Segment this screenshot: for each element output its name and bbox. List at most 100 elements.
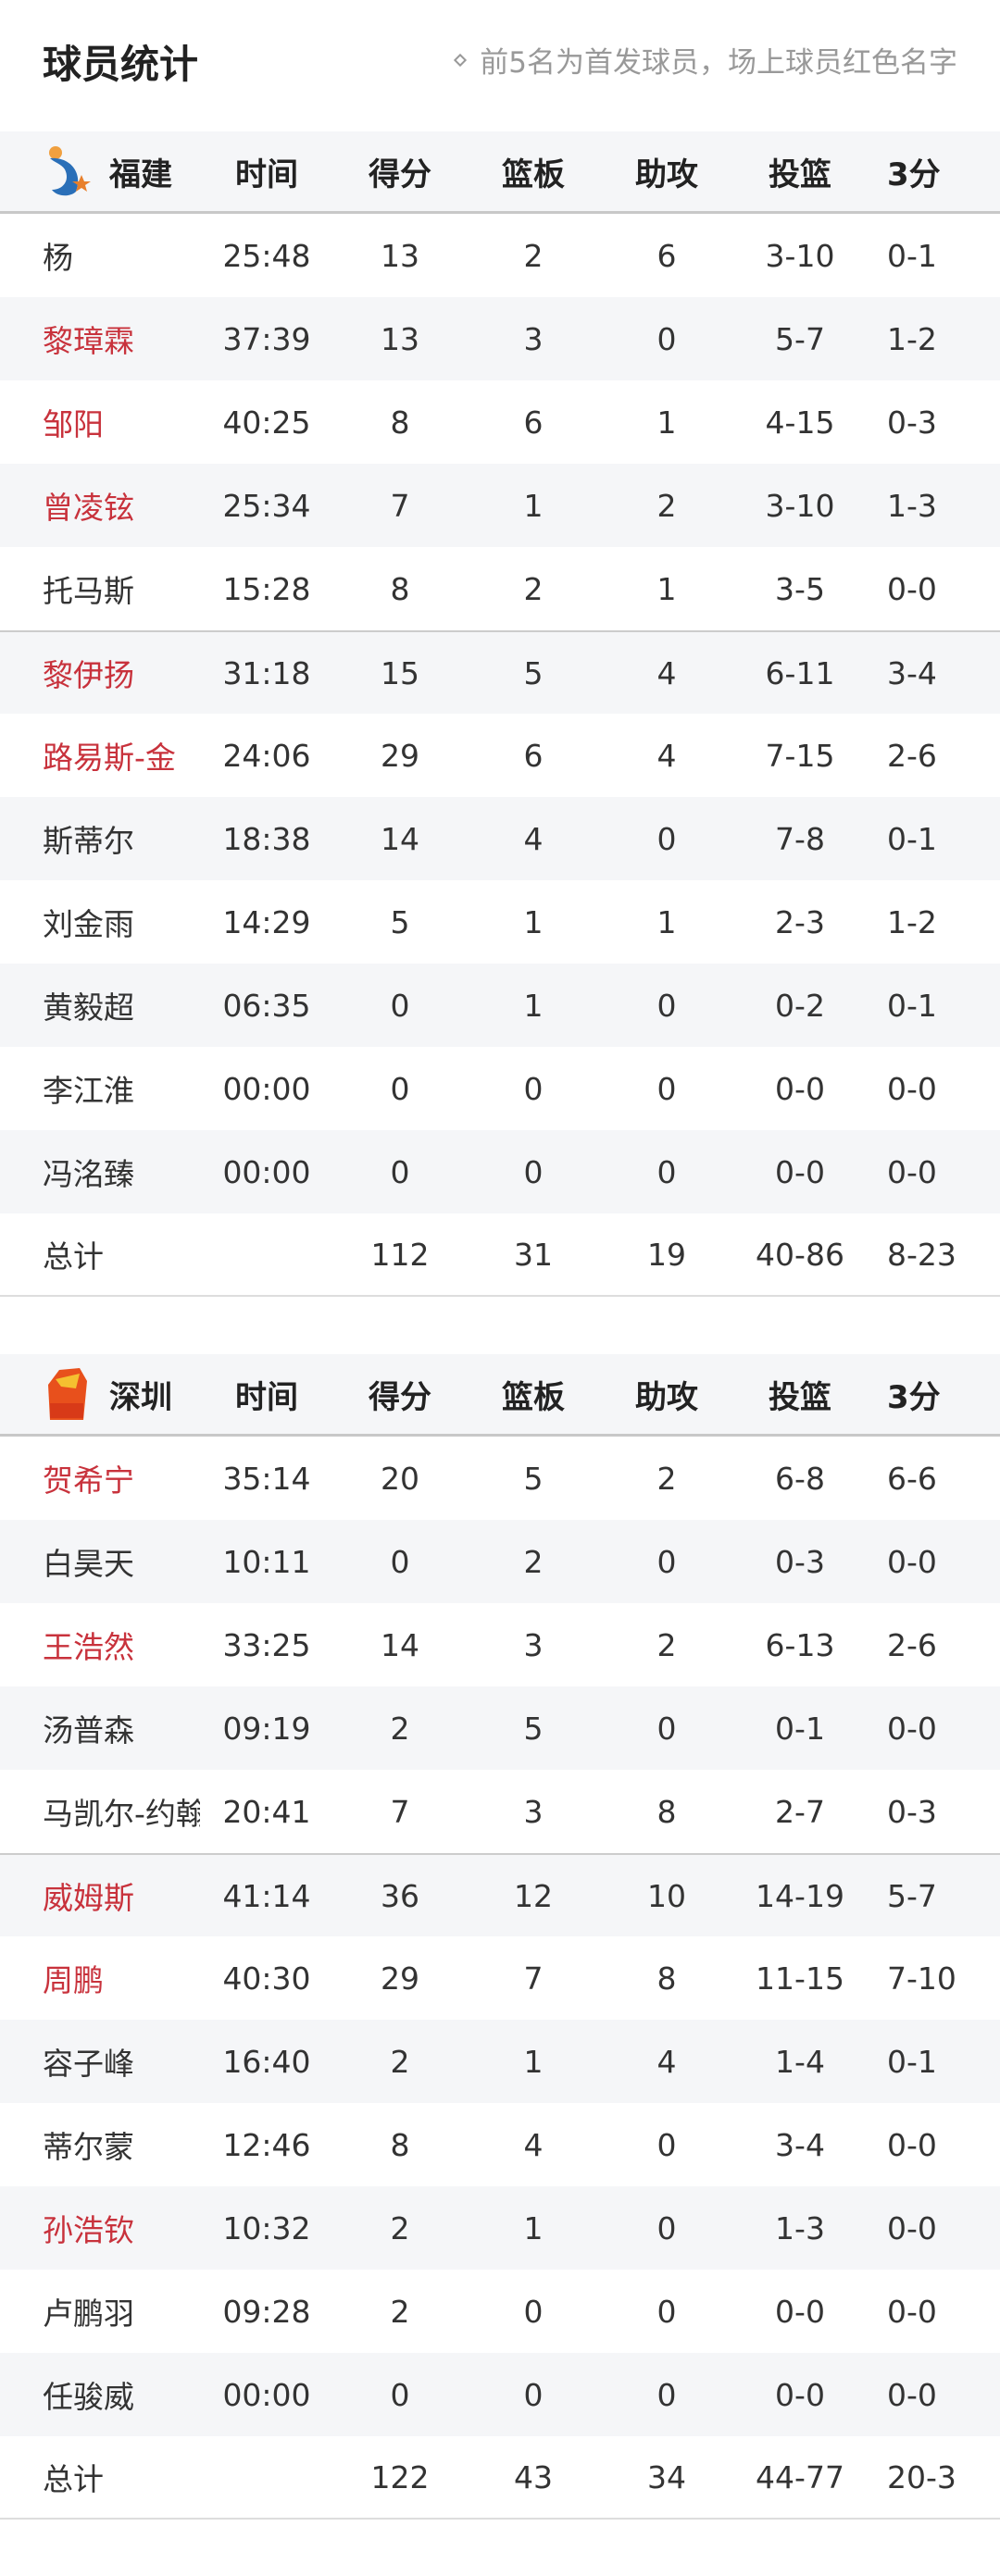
player-name[interactable]: 王浩然 (43, 1629, 134, 1665)
player-name[interactable]: 孙浩钦 (43, 2212, 134, 2248)
player-name[interactable]: 路易斯-金 (43, 740, 176, 776)
stat-cell: 6 (656, 237, 677, 274)
stat-cell: 5-7 (887, 1877, 937, 1914)
table-row[interactable]: 曾凌铉 25:34 7 1 2 3-10 1-3 (0, 464, 1000, 547)
team-table-0: 福建 时间 得分 篮板 助攻 投篮 3分杨 25:48 13 2 6 3-10 0-1 黎璋霖 37:39 1… (0, 131, 1000, 1297)
column-header[interactable]: 时间 (235, 156, 298, 193)
stat-cell: 7-15 (765, 737, 835, 774)
stat-cell: 5 (523, 1710, 544, 1747)
player-name[interactable]: 汤普森 (43, 1712, 134, 1748)
table-row[interactable]: 斯蒂尔 18:38 14 4 0 7-8 0-1 (0, 797, 1000, 880)
stat-cell: 0-0 (887, 1710, 937, 1747)
table-row[interactable]: 白昊天 10:11 0 2 0 0-3 0-0 (0, 1520, 1000, 1603)
stat-cell: 1-2 (887, 320, 937, 357)
stat-cell: 0-0 (887, 1543, 937, 1580)
table-row[interactable]: 黎璋霖 37:39 13 3 0 5-7 1-2 (0, 297, 1000, 380)
player-name[interactable]: 马凯尔-约翰... (43, 1796, 200, 1832)
column-header[interactable]: 时间 (235, 1378, 298, 1416)
player-name[interactable]: 蒂尔蒙 (43, 2129, 134, 2165)
stat-cell: 25:48 (222, 237, 311, 274)
table-row[interactable]: 黎伊扬 31:18 15 5 4 6-11 3-4 (0, 630, 1000, 714)
column-header[interactable]: 助攻 (635, 1378, 698, 1416)
table-row[interactable]: 刘金雨 14:29 5 1 1 2-3 1-2 (0, 880, 1000, 964)
table-row[interactable]: 杨 25:48 13 2 6 3-10 0-1 (0, 214, 1000, 297)
stat-cell: 6-6 (887, 1460, 937, 1497)
table-row[interactable]: 冯洺臻 00:00 0 0 0 0-0 0-0 (0, 1130, 1000, 1213)
player-name[interactable]: 黎伊扬 (43, 657, 134, 693)
player-name[interactable]: 斯蒂尔 (43, 823, 134, 859)
team-gap (0, 1297, 1000, 1354)
stat-cell: 0 (390, 2376, 410, 2413)
stat-cell: 0 (523, 2293, 544, 2330)
column-header[interactable]: 3分 (887, 156, 941, 193)
player-name[interactable]: 容子峰 (43, 2046, 134, 2082)
column-header[interactable]: 助攻 (635, 156, 698, 193)
stat-cell: 0-0 (887, 1153, 937, 1190)
stat-cell: 24:06 (222, 737, 311, 774)
player-name[interactable]: 托马斯 (43, 573, 134, 609)
player-name[interactable]: 刘金雨 (43, 906, 134, 942)
page-header: 球员统计 前5名为首发球员，场上球员红色名字 (0, 0, 1000, 131)
stat-cell: 0 (656, 2376, 677, 2413)
table-row[interactable]: 容子峰 16:40 2 1 4 1-4 0-1 (0, 2020, 1000, 2103)
player-name[interactable]: 曾凌铉 (43, 490, 134, 526)
table-row[interactable]: 路易斯-金 24:06 29 6 4 7-15 2-6 (0, 714, 1000, 797)
player-name[interactable]: 威姆斯 (43, 1880, 134, 1916)
stat-cell: 0 (390, 987, 410, 1024)
player-name[interactable]: 贺希宁 (43, 1462, 134, 1499)
total-cell: 34 (647, 2458, 686, 2495)
column-header[interactable]: 投篮 (769, 1378, 831, 1416)
table-row[interactable]: 卢鹏羽 09:28 2 0 0 0-0 0-0 (0, 2270, 1000, 2353)
table-row[interactable]: 邹阳 40:25 8 6 1 4-15 0-3 (0, 380, 1000, 464)
table-row[interactable]: 李江淮 00:00 0 0 0 0-0 0-0 (0, 1047, 1000, 1130)
player-name[interactable]: 冯洺臻 (43, 1156, 134, 1192)
player-name[interactable]: 白昊天 (43, 1546, 134, 1582)
stat-cell: 1 (656, 570, 677, 607)
stat-cell: 2 (523, 237, 544, 274)
table-row[interactable]: 黄毅超 06:35 0 1 0 0-2 0-1 (0, 964, 1000, 1047)
table-row[interactable]: 任骏威 00:00 0 0 0 0-0 0-0 (0, 2353, 1000, 2436)
column-header[interactable]: 3分 (887, 1378, 941, 1416)
stat-cell: 09:28 (222, 2293, 311, 2330)
player-name[interactable]: 黄毅超 (43, 989, 134, 1026)
table-row[interactable]: 威姆斯 41:14 36 12 10 14-19 5-7 (0, 1853, 1000, 1936)
fujian-dolphin-logo (43, 143, 91, 199)
column-header[interactable]: 得分 (369, 156, 431, 193)
player-name[interactable]: 杨 (43, 240, 73, 276)
player-name[interactable]: 周鹏 (43, 1962, 104, 1998)
stat-cell: 15:28 (222, 570, 311, 607)
stat-cell: 0-3 (887, 404, 937, 441)
table-row[interactable]: 周鹏 40:30 29 7 8 11-15 7-10 (0, 1936, 1000, 2020)
table-row[interactable]: 蒂尔蒙 12:46 8 4 0 3-4 0-0 (0, 2103, 1000, 2186)
table-row[interactable]: 王浩然 33:25 14 3 2 6-13 2-6 (0, 1603, 1000, 1686)
stat-cell: 0-1 (887, 987, 937, 1024)
column-header[interactable]: 投篮 (769, 156, 831, 193)
table-row[interactable]: 汤普森 09:19 2 5 0 0-1 0-0 (0, 1686, 1000, 1770)
player-name[interactable]: 任骏威 (43, 2379, 134, 2415)
stat-cell: 2 (656, 487, 677, 524)
column-header[interactable]: 篮板 (502, 1378, 565, 1416)
stat-cell: 0-0 (887, 2293, 937, 2330)
column-header[interactable]: 得分 (369, 1378, 431, 1416)
team-name-cell: 福建 (0, 143, 200, 199)
table-row[interactable]: 马凯尔-约翰... 20:41 7 3 8 2-7 0-3 (0, 1770, 1000, 1853)
stat-cell: 20 (381, 1460, 419, 1497)
stat-cell: 0-0 (887, 2126, 937, 2163)
stat-cell: 2 (656, 1626, 677, 1663)
stat-cell: 0 (523, 1070, 544, 1107)
stat-cell: 00:00 (222, 1070, 311, 1107)
table-row[interactable]: 贺希宁 35:14 20 5 2 6-8 6-6 (0, 1437, 1000, 1520)
player-name[interactable]: 卢鹏羽 (43, 2296, 134, 2332)
player-name[interactable]: 黎璋霖 (43, 323, 134, 359)
player-name[interactable]: 邹阳 (43, 406, 104, 442)
total-row: 总计 122 43 34 44-77 20-3 (0, 2436, 1000, 2520)
stat-cell: 5 (523, 1460, 544, 1497)
stat-cell: 0 (390, 1153, 410, 1190)
stat-cell: 7 (523, 1960, 544, 1997)
table-row[interactable]: 托马斯 15:28 8 2 1 3-5 0-0 (0, 547, 1000, 630)
stat-cell: 14 (381, 1626, 419, 1663)
stat-cell: 2-3 (775, 903, 825, 940)
column-header[interactable]: 篮板 (502, 156, 565, 193)
table-row[interactable]: 孙浩钦 10:32 2 1 0 1-3 0-0 (0, 2186, 1000, 2270)
player-name[interactable]: 李江淮 (43, 1073, 134, 1109)
